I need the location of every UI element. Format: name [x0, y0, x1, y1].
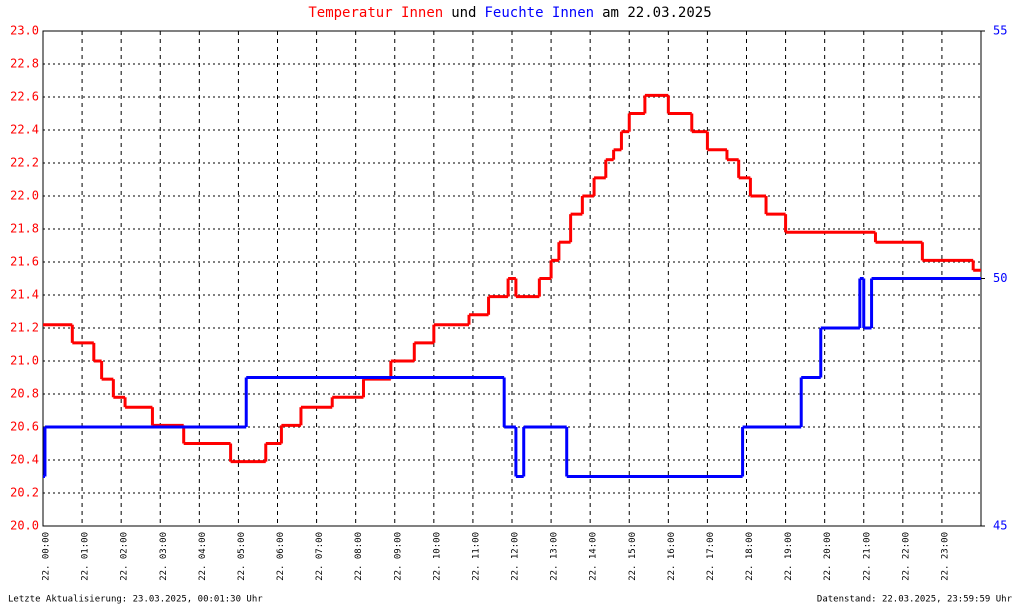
y-tick-label: 22.0 [10, 189, 39, 203]
title-part: und [451, 5, 476, 21]
x-tick-label: 22. 11:00 [471, 532, 481, 581]
x-tick-label: 22. 22:00 [901, 532, 911, 581]
x-tick-label: 22. 07:00 [315, 532, 325, 581]
y-tick-label: 20.4 [10, 453, 39, 467]
x-tick-label: 22. 13:00 [550, 532, 560, 581]
x-tick-label: 22. 18:00 [745, 532, 755, 581]
y-tick-label: 21.8 [10, 222, 39, 236]
y2-tick-label: 55 [993, 24, 1007, 38]
x-tick-label: 22. 06:00 [276, 532, 286, 581]
x-tick-label: 22. 21:00 [862, 532, 872, 581]
footer-left: Letzte Aktualisierung: 23.03.2025, 00:01… [8, 595, 263, 605]
x-tick-label: 22. 10:00 [432, 532, 442, 581]
x-tick-label: 22. 04:00 [198, 532, 208, 581]
y-tick-label: 22.2 [10, 156, 39, 170]
y-tick-label: 22.6 [10, 90, 39, 104]
y-tick-label: 20.6 [10, 420, 39, 434]
x-tick-label: 22. 17:00 [706, 532, 716, 581]
x-tick-label: 22. 19:00 [784, 532, 794, 581]
y-tick-label: 21.4 [10, 288, 39, 302]
y2-tick-label: 45 [993, 519, 1007, 533]
x-tick-label: 22. 08:00 [354, 532, 364, 581]
x-tick-label: 22. 05:00 [237, 532, 247, 581]
x-tick-label: 22. 15:00 [628, 532, 638, 581]
x-tick-label: 22. 23:00 [940, 532, 950, 581]
y-tick-label: 21.6 [10, 255, 39, 269]
y-tick-label: 21.0 [10, 354, 39, 368]
x-tick-label: 22. 12:00 [511, 532, 521, 581]
title-part: am 22.03.2025 [602, 5, 712, 21]
footer-right: Datenstand: 22.03.2025, 23:59:59 Uhr [817, 595, 1013, 605]
x-tick-label: 22. 03:00 [159, 532, 169, 581]
y-tick-label: 22.8 [10, 57, 39, 71]
y-tick-label: 23.0 [10, 24, 39, 38]
x-tick-label: 22. 16:00 [667, 532, 677, 581]
title-part: Feuchte Innen [485, 5, 595, 21]
y-tick-label: 20.0 [10, 519, 39, 533]
chart-title: Temperatur Innen und Feuchte Innen am 22.03… [308, 5, 711, 21]
x-tick-label: 22. 02:00 [120, 532, 130, 581]
x-tick-label: 22. 20:00 [823, 532, 833, 581]
x-tick-label: 22. 00:00 [42, 532, 52, 581]
y-tick-label: 22.4 [10, 123, 39, 137]
x-tick-label: 22. 01:00 [81, 532, 91, 581]
x-tick-label: 22. 14:00 [589, 532, 599, 581]
y2-tick-label: 50 [993, 271, 1007, 285]
y-tick-label: 21.2 [10, 321, 39, 335]
x-tick-label: 22. 09:00 [393, 532, 403, 581]
y-tick-label: 20.2 [10, 486, 39, 500]
title-part: Temperatur Innen [308, 5, 443, 21]
y-tick-label: 20.8 [10, 387, 39, 401]
